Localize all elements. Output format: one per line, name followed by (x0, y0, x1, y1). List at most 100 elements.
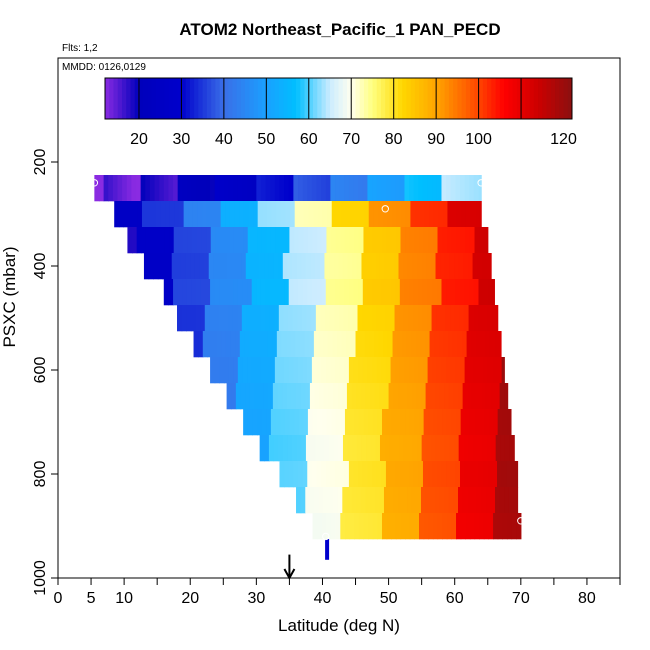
heatmap-cell (455, 175, 461, 202)
heatmap-cell (183, 201, 189, 228)
colorbar-swatch (504, 78, 509, 119)
heatmap-cell (173, 175, 179, 202)
heatmap-cell (279, 279, 285, 306)
heatmap-cell (195, 305, 201, 332)
heatmap-cell (501, 357, 505, 384)
heatmap-cell (495, 383, 501, 410)
heatmap-cell (408, 305, 414, 332)
heatmap-cell (386, 227, 392, 254)
heatmap-cell (308, 201, 314, 228)
heatmap-cell (391, 201, 398, 228)
heatmap-cell (477, 305, 484, 332)
colorbar-swatch (410, 78, 416, 119)
colorbar-swatch (274, 78, 280, 119)
heatmap-cell (165, 201, 171, 228)
heatmap-cell (428, 513, 434, 540)
heatmap-cell (387, 201, 393, 228)
heatmap-cell (286, 383, 292, 410)
heatmap-cell (483, 357, 489, 384)
heatmap-cell (374, 331, 380, 358)
heatmap-cell (362, 175, 369, 202)
heatmap-cell (442, 513, 448, 540)
heatmap-cell (275, 409, 281, 436)
heatmap-cell (351, 383, 357, 410)
heatmap-cell (481, 383, 487, 410)
heatmap-cell (386, 513, 392, 540)
heatmap-cell (483, 461, 489, 488)
heatmap-cell (311, 357, 318, 384)
heatmap-cell (177, 175, 183, 202)
heatmap-cell (261, 227, 267, 254)
heatmap-cell (310, 253, 316, 280)
heatmap-cell (388, 383, 394, 410)
colorbar-swatch (389, 78, 395, 119)
heatmap-cell (330, 279, 336, 306)
heatmap-cell (231, 253, 238, 280)
heatmap-cell (114, 201, 120, 228)
heatmap-cell (319, 487, 325, 514)
heatmap-cell (241, 253, 247, 280)
heatmap-cell (417, 435, 423, 462)
heatmap-cell (340, 409, 346, 436)
heatmap-cell (485, 383, 492, 410)
heatmap-cell (450, 279, 456, 306)
heatmap-cell (298, 409, 304, 436)
heatmap-cell (430, 383, 436, 410)
heatmap-cell (193, 331, 199, 358)
heatmap-cell (252, 227, 258, 254)
heatmap-cell (237, 175, 244, 202)
heatmap-cell (285, 201, 291, 228)
heatmap-cell (333, 383, 339, 410)
heatmap-cell (378, 331, 384, 358)
heatmap-cell (441, 175, 447, 202)
colorbar-swatch (109, 78, 114, 119)
heatmap-cell (420, 331, 426, 358)
colorbar-swatch (245, 78, 250, 119)
heatmap-cell (383, 487, 390, 514)
heatmap-cell (481, 487, 487, 514)
heatmap-cell (441, 279, 447, 306)
heatmap-cell (276, 201, 282, 228)
heatmap-cell (249, 331, 255, 358)
heatmap-cell (186, 175, 193, 202)
heatmap-cell (424, 201, 430, 228)
heatmap-cell (322, 201, 328, 228)
heatmap-cell (395, 279, 401, 306)
colorbar-swatch (172, 78, 178, 119)
heatmap-cell (451, 409, 457, 436)
heatmap-cell (317, 201, 324, 228)
heatmap-cell (168, 175, 174, 202)
heatmap-cell (317, 227, 323, 254)
colorbar-swatch (143, 78, 148, 119)
heatmap-cell (155, 201, 162, 228)
heatmap-cell (497, 357, 503, 384)
heatmap-cell (223, 279, 230, 306)
heatmap-cell (407, 383, 413, 410)
colorbar-swatch (453, 78, 458, 119)
heatmap-cell (381, 279, 387, 306)
heatmap-cell (395, 227, 402, 254)
heatmap-cell (464, 357, 470, 384)
heatmap-cell (176, 253, 182, 280)
heatmap-cell (281, 331, 287, 358)
colorbar-swatch (138, 78, 144, 119)
heatmap-cell (491, 305, 497, 332)
heatmap-cell (274, 357, 281, 384)
heatmap-cell (414, 513, 420, 540)
heatmap-cell (321, 461, 327, 488)
heatmap-cell (463, 305, 470, 332)
heatmap-cell (317, 409, 323, 436)
heatmap-cell (136, 175, 142, 202)
heatmap-cell (450, 175, 456, 202)
heatmap-cell (287, 435, 293, 462)
heatmap-cell (422, 175, 429, 202)
heatmap-cell (368, 409, 374, 436)
heatmap-cell (237, 279, 244, 306)
heatmap-cell (214, 279, 220, 306)
heatmap-cell (200, 279, 207, 306)
heatmap-cell (439, 487, 445, 514)
heatmap-cell (326, 409, 332, 436)
heatmap-cell (473, 357, 480, 384)
heatmap-cell (311, 461, 318, 488)
heatmap-cell (467, 253, 474, 280)
